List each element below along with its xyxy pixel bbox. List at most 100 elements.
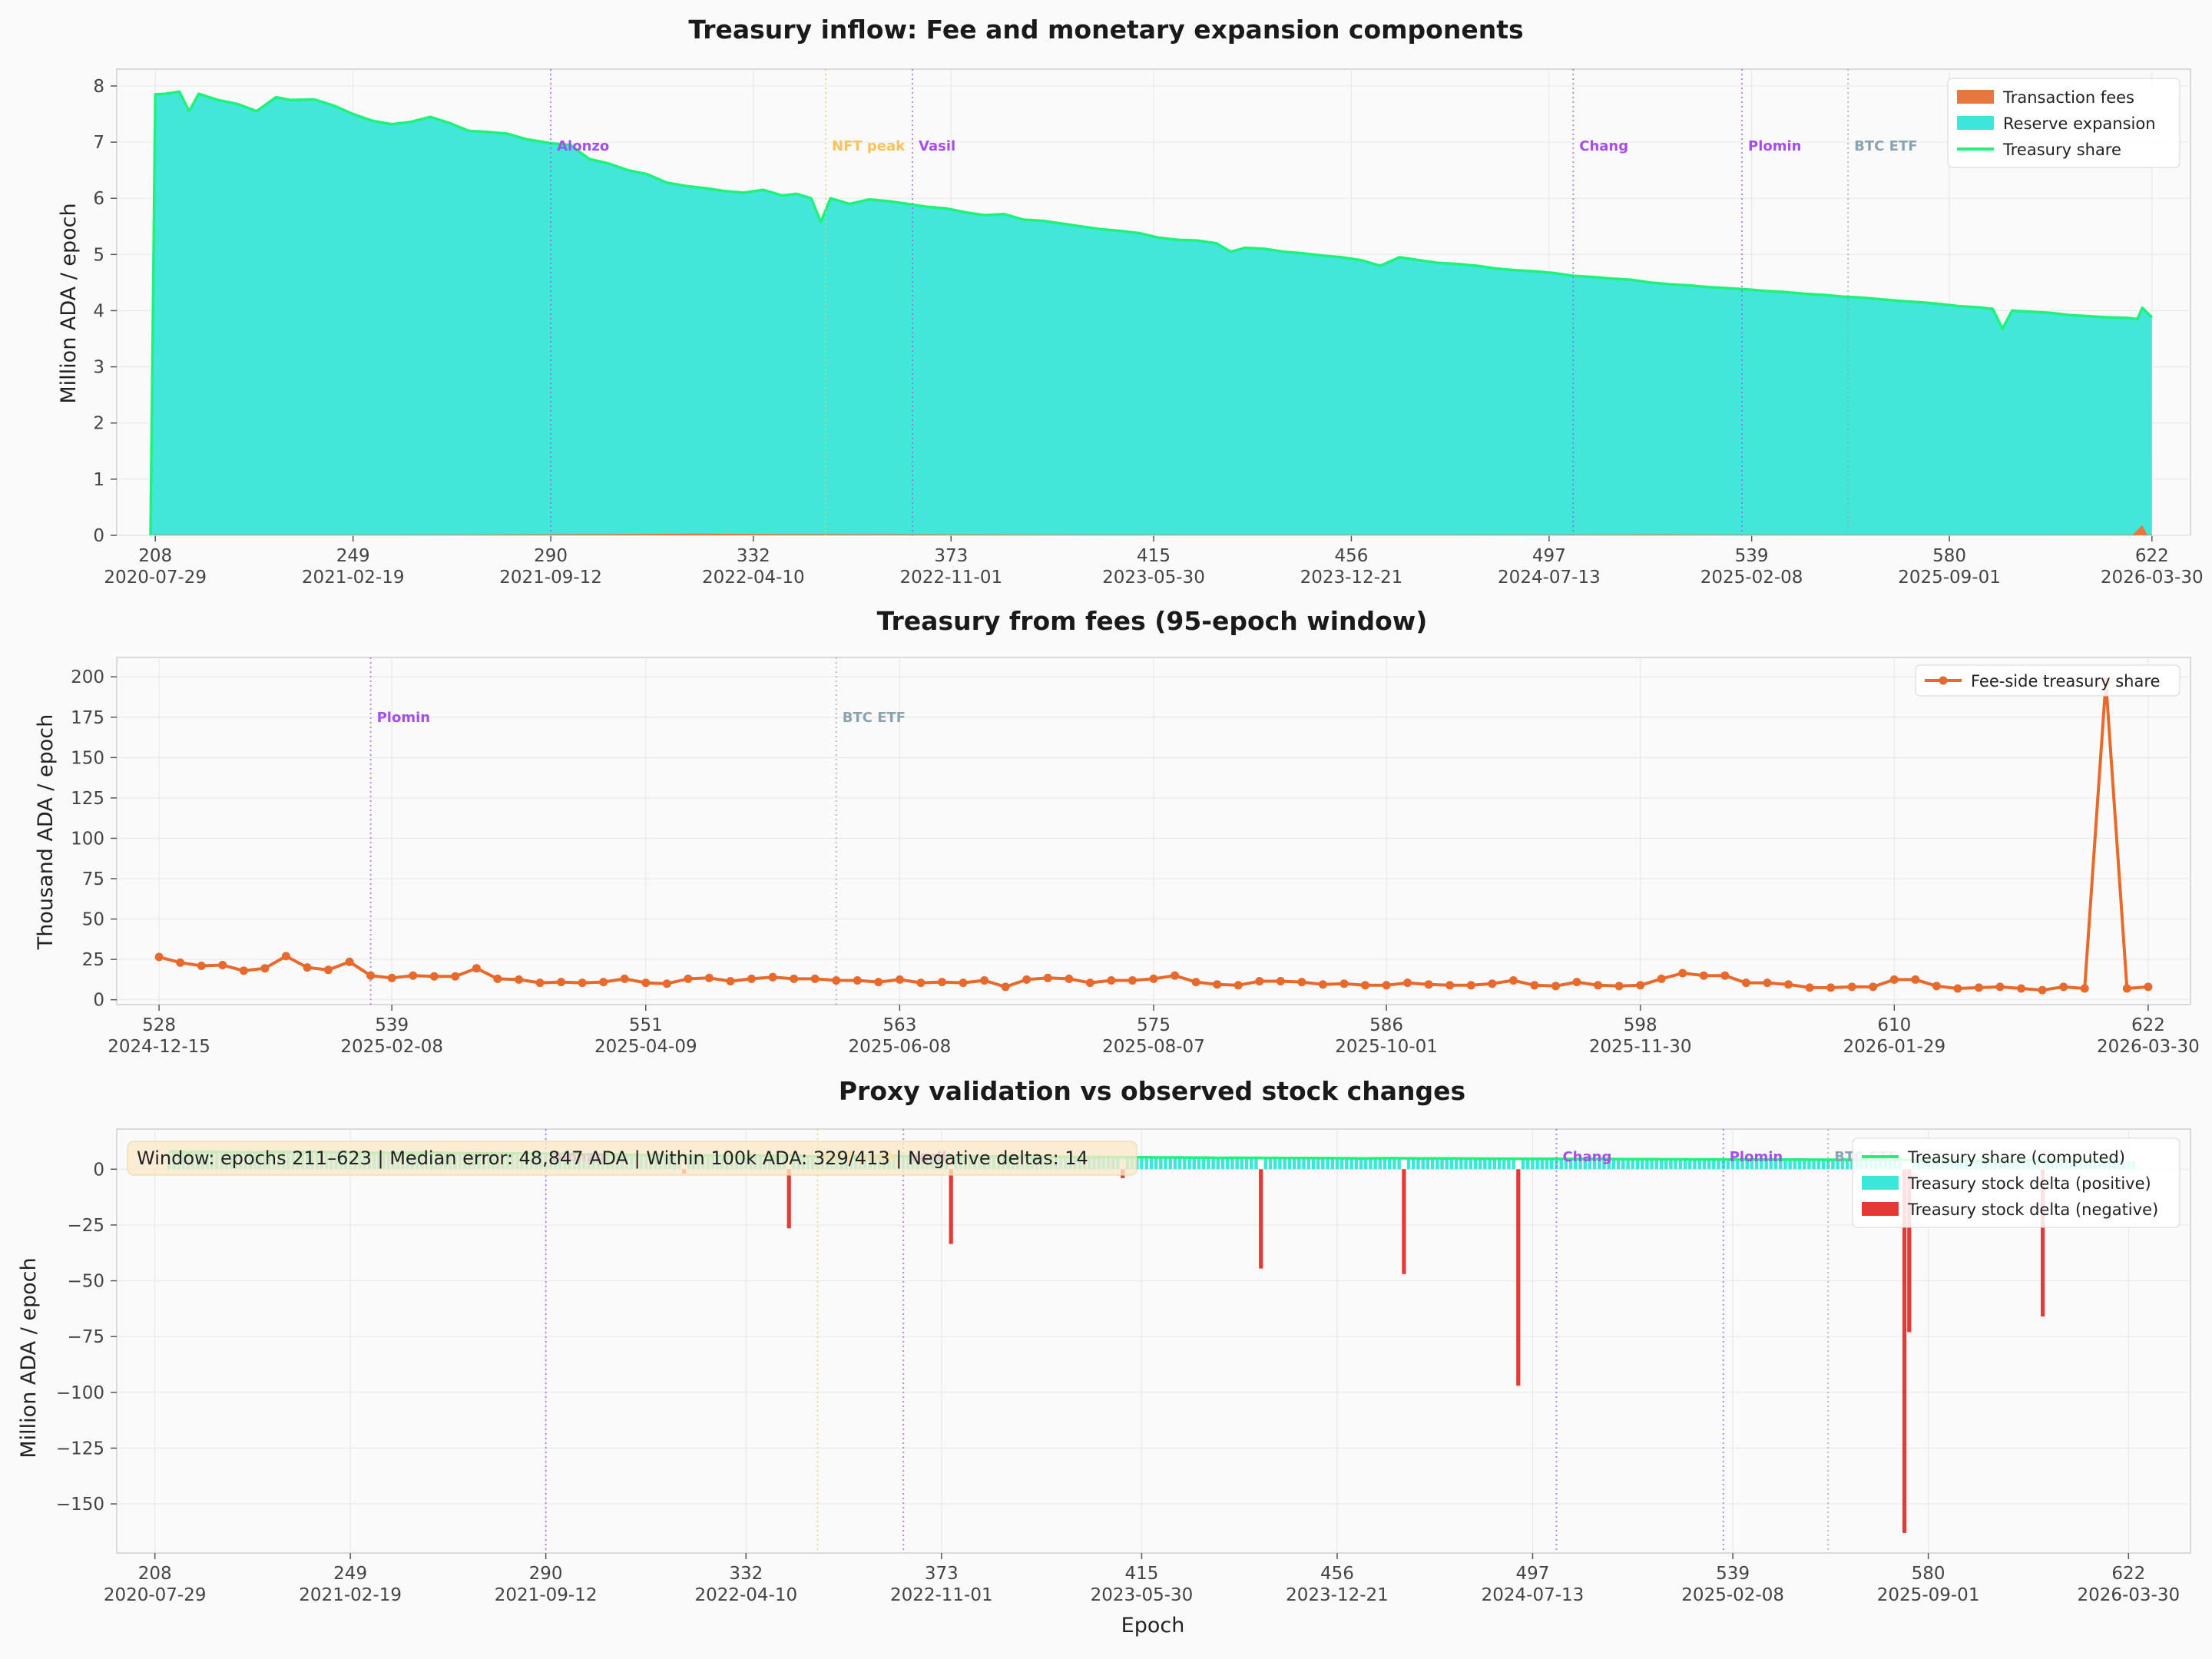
positive-delta-bar xyxy=(1535,1159,1539,1170)
positive-delta-bar xyxy=(1602,1160,1606,1170)
positive-delta-bar xyxy=(1631,1160,1635,1170)
x-tick-label: 563 xyxy=(882,1015,916,1035)
x-tick-date: 2025-04-09 xyxy=(594,1037,697,1057)
x-tick-label: 622 xyxy=(2131,1015,2165,1035)
y-tick-label: 100 xyxy=(71,829,104,849)
chart-title: Treasury from fees (95-epoch window) xyxy=(877,606,1428,636)
data-point xyxy=(1339,979,1349,988)
positive-delta-bar xyxy=(1821,1160,1826,1170)
x-tick-date: 2023-12-21 xyxy=(1286,1585,1389,1605)
data-point xyxy=(790,974,799,983)
x-tick-date: 2021-09-12 xyxy=(499,568,602,588)
data-point xyxy=(853,976,862,985)
event-marker-label: Alonzo xyxy=(557,138,609,154)
legend-box xyxy=(1947,78,2181,168)
positive-delta-bar xyxy=(1297,1158,1301,1170)
legend-label: Transaction fees xyxy=(2002,88,2134,107)
legend-box xyxy=(1915,664,2181,697)
positive-delta-bar xyxy=(1773,1160,1778,1170)
positive-delta-bar xyxy=(1831,1161,1835,1170)
positive-delta-bar xyxy=(1555,1159,1558,1170)
positive-delta-bar xyxy=(1654,1160,1659,1170)
x-tick-label: 580 xyxy=(1932,546,1966,566)
data-point xyxy=(1466,981,1475,990)
positive-delta-bar xyxy=(1339,1159,1344,1170)
data-point xyxy=(1530,981,1539,990)
y-tick-label: 25 xyxy=(82,950,104,970)
x-tick-date: 2025-09-01 xyxy=(1898,568,2001,588)
y-tick-label: 8 xyxy=(93,77,104,97)
data-point xyxy=(324,965,333,975)
data-point xyxy=(1805,983,1814,992)
data-point xyxy=(1382,981,1391,990)
data-point xyxy=(1636,981,1645,990)
data-point xyxy=(345,957,354,966)
x-tick-label: 586 xyxy=(1369,1015,1403,1035)
y-tick-label: 0 xyxy=(93,1160,104,1180)
data-point xyxy=(1720,971,1730,980)
x-tick-date: 2025-02-08 xyxy=(1700,568,1803,588)
positive-delta-bar xyxy=(1382,1159,1387,1170)
chart-title: Treasury inflow: Fee and monetary expans… xyxy=(688,15,1523,45)
legend-box xyxy=(1852,1137,2181,1228)
positive-delta-bar xyxy=(1717,1160,1720,1170)
y-tick-label: 150 xyxy=(71,748,104,768)
event-marker-label: Vasil xyxy=(919,138,955,154)
positive-delta-bar xyxy=(1144,1158,1148,1170)
x-tick-date: 2021-02-19 xyxy=(299,1585,402,1605)
x-tick-date: 2023-05-30 xyxy=(1102,568,1205,588)
info-box xyxy=(127,1141,1137,1176)
positive-delta-bar xyxy=(1797,1160,1802,1170)
y-tick-label: −75 xyxy=(67,1327,104,1347)
positive-delta-bar xyxy=(1812,1160,1816,1170)
negative-delta-bar xyxy=(786,1169,791,1229)
data-point xyxy=(239,966,248,975)
data-point xyxy=(1784,980,1793,989)
positive-delta-bar xyxy=(1201,1158,1206,1170)
legend-label: Treasury share (computed) xyxy=(1907,1148,2125,1167)
data-point xyxy=(2017,984,2026,993)
positive-delta-bar xyxy=(1273,1158,1277,1170)
data-point xyxy=(1424,980,1433,989)
positive-delta-bar xyxy=(1540,1159,1545,1170)
x-tick-label: 290 xyxy=(529,1564,563,1584)
x-tick-label: 551 xyxy=(629,1015,663,1035)
positive-delta-bar xyxy=(1750,1160,1754,1170)
positive-delta-bar xyxy=(1445,1159,1449,1170)
negative-delta-bar xyxy=(949,1169,953,1244)
positive-delta-bar xyxy=(1177,1158,1182,1170)
positive-delta-bar xyxy=(1836,1161,1839,1170)
event-marker-label: Plomin xyxy=(377,710,430,726)
positive-delta-bar xyxy=(1592,1160,1597,1170)
data-point xyxy=(1361,981,1369,990)
legend-swatch-patch xyxy=(1862,1202,1899,1216)
panel-proxy-validation: Proxy validation vs observed stock chang… xyxy=(17,1076,2191,1637)
x-tick-date: 2025-02-08 xyxy=(340,1037,443,1057)
negative-delta-bar xyxy=(2041,1169,2045,1316)
x-tick-date: 2025-08-07 xyxy=(1102,1037,1205,1057)
data-point xyxy=(1551,982,1560,991)
positive-delta-bar xyxy=(1330,1159,1334,1170)
event-marker-label: Chang xyxy=(1562,1149,1611,1165)
positive-delta-bar xyxy=(1373,1159,1377,1170)
y-tick-label: 3 xyxy=(93,358,104,378)
plot-area xyxy=(116,1128,2191,1554)
legend-swatch-patch xyxy=(1957,90,1994,104)
legend-label: Treasury stock delta (positive) xyxy=(1907,1174,2151,1193)
positive-delta-bar xyxy=(1611,1160,1616,1170)
positive-delta-bar xyxy=(1531,1159,1535,1170)
event-marker-label: BTC ETF xyxy=(1854,138,1917,154)
y-tick-label: −100 xyxy=(56,1383,104,1403)
data-point xyxy=(1276,977,1285,985)
positive-delta-bar xyxy=(1507,1159,1511,1170)
data-point xyxy=(1488,979,1497,988)
positive-delta-bar xyxy=(1803,1160,1806,1170)
data-point xyxy=(599,978,608,987)
positive-delta-bar xyxy=(1816,1160,1821,1170)
positive-delta-bar xyxy=(1740,1160,1744,1170)
data-point xyxy=(959,979,968,988)
data-point xyxy=(1213,980,1222,989)
positive-delta-bar xyxy=(1226,1158,1230,1170)
data-point xyxy=(2144,982,2153,992)
x-tick-date: 2025-06-08 xyxy=(849,1037,952,1057)
